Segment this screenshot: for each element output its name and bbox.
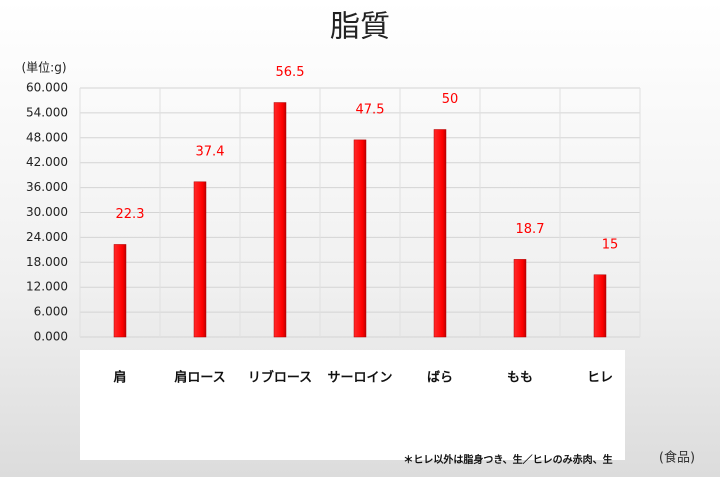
y-tick-label: 42.000 <box>26 155 68 169</box>
bar <box>113 244 127 338</box>
x-axis-label: (食品) <box>659 450 695 466</box>
category-panel <box>80 350 625 460</box>
x-tick-label: 肩 <box>113 370 126 386</box>
y-tick-label: 54.000 <box>26 105 68 119</box>
x-tick-label: リブロース <box>248 370 312 386</box>
x-tick-label: 肩ロース <box>174 370 225 386</box>
note: ＊ヒレ以外は脂身つき、生／ヒレのみ赤肉、生 <box>403 453 612 466</box>
data-label: 22.3 <box>116 207 145 222</box>
y-tick-label: 36.000 <box>26 180 68 194</box>
data-label: 56.5 <box>276 65 305 80</box>
data-label: 47.5 <box>356 102 385 117</box>
y-tick-label: 48.000 <box>26 130 68 144</box>
y-tick-label: 0.000 <box>34 330 68 344</box>
data-label: 37.4 <box>196 144 225 159</box>
y-tick-label: 12.000 <box>26 280 68 294</box>
bar <box>353 139 367 338</box>
bar <box>273 102 287 338</box>
x-tick-label: ばら <box>427 371 453 386</box>
bar <box>193 181 207 338</box>
bar <box>593 274 607 338</box>
y-tick-label: 24.000 <box>26 230 68 244</box>
bar <box>433 129 447 338</box>
y-axis-label: (単位:g) <box>21 60 66 75</box>
x-tick-label: ヒレ <box>587 371 613 386</box>
x-tick-label: もも <box>507 371 533 386</box>
y-tick-label: 18.000 <box>26 255 68 269</box>
y-tick-label: 6.000 <box>34 305 68 319</box>
chart-title: 脂質 <box>330 10 390 45</box>
y-tick-label: 30.000 <box>26 205 68 219</box>
data-label: 50 <box>442 92 459 107</box>
x-tick-label: サーロイン <box>327 371 392 386</box>
bar <box>513 259 527 338</box>
data-label: 15 <box>602 237 619 252</box>
y-tick-label: 60.000 <box>26 81 68 95</box>
data-label: 18.7 <box>516 222 545 237</box>
